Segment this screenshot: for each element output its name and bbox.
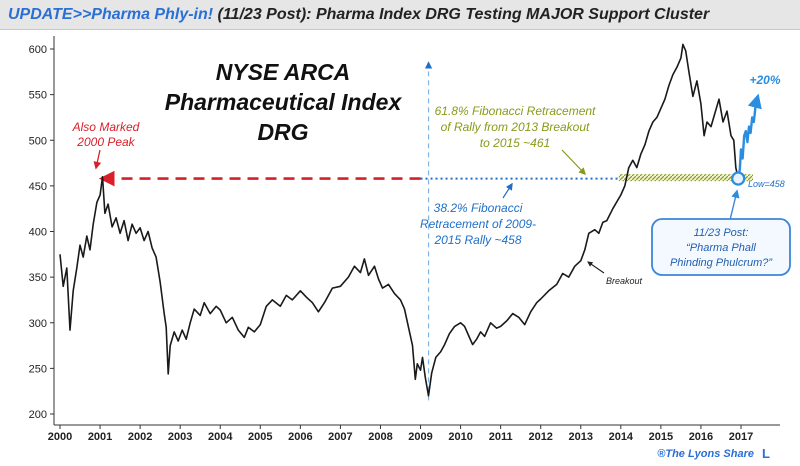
- y-tick-label: 550: [29, 90, 47, 102]
- credit-label: ®The Lyons Share: [657, 448, 754, 460]
- chart-title-line-1: NYSE ARCA: [216, 59, 351, 85]
- annotation-2000-peak-line-2: 2000 Peak: [76, 135, 135, 149]
- callout-11-23-post: 11/23 Post: “Pharma Phall Phinding Phulc…: [651, 189, 791, 276]
- x-tick-label: 2009: [408, 431, 432, 443]
- callout-arrow: [729, 189, 740, 221]
- y-tick-label: 400: [29, 227, 47, 239]
- y-tick-label: 600: [29, 44, 47, 56]
- chart-title-line-3: DRG: [257, 119, 308, 145]
- price-series-line: [59, 43, 739, 397]
- x-tick-label: 2003: [168, 431, 192, 443]
- callout-line-2: “Pharma Phall: [686, 242, 756, 254]
- annotation-fib-382-arrow: [502, 182, 513, 199]
- x-tick-label: 2012: [528, 431, 552, 443]
- x-tick-label: 2007: [328, 431, 352, 443]
- y-tick-label: 450: [29, 181, 47, 193]
- low-marker: [731, 171, 746, 186]
- title-bar: UPDATE>>Pharma Phly-in! (11/23 Post): Ph…: [0, 0, 800, 30]
- breakout-arrow: [587, 261, 605, 274]
- x-tick-label: 2001: [88, 431, 112, 443]
- annotation-2000-peak-line-1: Also Marked: [72, 120, 140, 134]
- annotation-fib-382-line-1: 38.2% Fibonacci: [434, 201, 523, 215]
- x-tick-label: 2008: [368, 431, 392, 443]
- annotation-fib-382: 38.2% Fibonacci Retracement of 2009- 201…: [420, 182, 536, 247]
- y-tick-label: 500: [29, 135, 47, 147]
- y-tick-label: 350: [29, 272, 47, 284]
- y-tick-label: 250: [29, 363, 47, 375]
- low-label: Low=458: [748, 179, 785, 189]
- x-tick-label: 2016: [689, 431, 713, 443]
- annotation-fib-618-line-2: of Rally from 2013 Breakout: [441, 120, 590, 134]
- x-tick-label: 2000: [48, 431, 72, 443]
- annotation-2000-peak-arrow: [93, 149, 102, 170]
- annotation-fib-618-line-3: to 2015 ~461: [480, 136, 550, 150]
- x-tick-label: 2017: [729, 431, 753, 443]
- x-tick-label: 2002: [128, 431, 152, 443]
- title-update-prefix: UPDATE>>Pharma Phly-in!: [8, 6, 214, 23]
- annotation-breakout: Breakout: [587, 261, 643, 286]
- chart-title-line-2: Pharmaceutical Index: [165, 89, 403, 115]
- x-tick-label: 2010: [448, 431, 472, 443]
- x-tick-label: 2013: [569, 431, 593, 443]
- y-tick-label: 300: [29, 318, 47, 330]
- callout-box: [651, 218, 791, 276]
- x-tick-label: 2014: [609, 431, 634, 443]
- axes: 200 250 300 350 400 450 500 550 600 2000 2001 2002…: [29, 36, 780, 443]
- y-tick-label: 200: [29, 409, 47, 421]
- x-tick-label: 2015: [649, 431, 673, 443]
- x-tick-label: 2004: [208, 431, 233, 443]
- x-tick-label: 2011: [489, 431, 513, 443]
- credit-logo-mark: L: [762, 446, 770, 461]
- annotation-fib-618-arrow: [561, 149, 586, 176]
- annotation-fib-618-line-1: 61.8% Fibonacci Retracement: [435, 104, 596, 118]
- x-tick-label: 2005: [248, 431, 272, 443]
- breakout-label: Breakout: [606, 276, 643, 286]
- chart-title: NYSE ARCA Pharmaceutical Index DRG: [165, 59, 403, 145]
- x-tick-label: 2006: [288, 431, 312, 443]
- projection-series-line: [737, 93, 762, 179]
- annotation-fib-382-line-3: 2015 Rally ~458: [433, 233, 521, 247]
- title-text: (11/23 Post): Pharma Index DRG Testing M…: [213, 6, 710, 23]
- callout-line-3: Phinding Phulcrum?”: [670, 257, 773, 269]
- fib-618-level-band: [618, 174, 754, 182]
- gain-label: +20%: [749, 73, 780, 87]
- annotation-fib-618: 61.8% Fibonacci Retracement of Rally fro…: [435, 104, 596, 176]
- annotation-low: Low=458: [731, 171, 785, 189]
- annotation-fib-382-line-2: Retracement of 2009-: [420, 217, 536, 231]
- annotation-2000-peak: Also Marked 2000 Peak: [72, 120, 140, 170]
- callout-line-1: 11/23 Post:: [694, 227, 749, 239]
